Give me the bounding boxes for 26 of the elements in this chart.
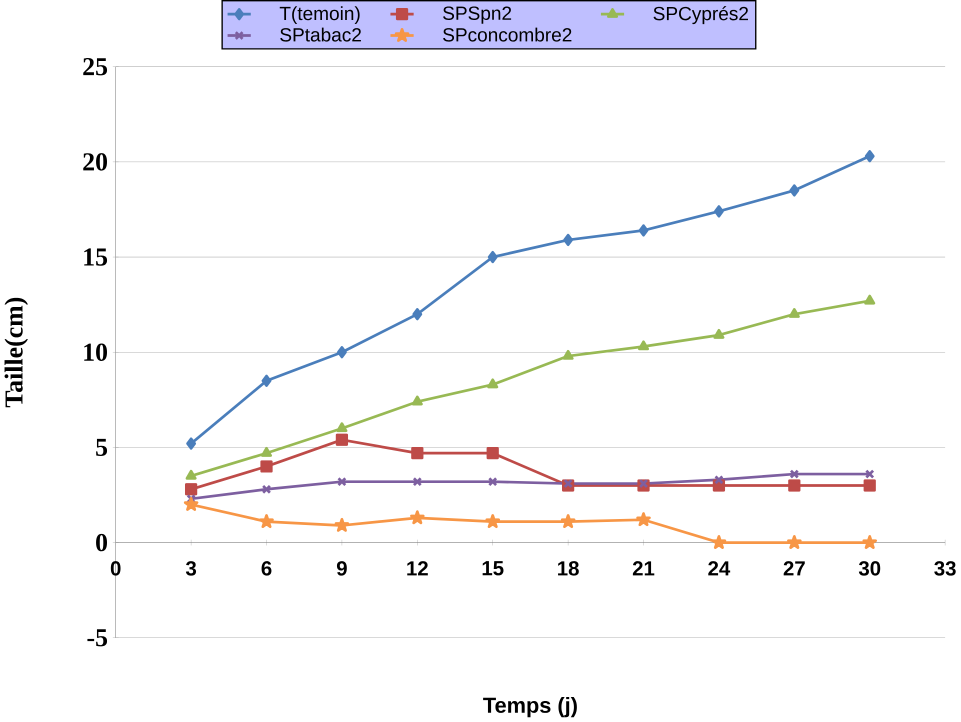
x-tick-label: 33 [934,561,956,576]
x-tick-label: 27 [784,561,805,576]
legend-label: SPCyprés2 [654,6,748,24]
legend-label: SPconcombre2 [443,28,572,42]
x-tick-label: 18 [558,561,579,576]
x-tick-label: 24 [708,561,730,576]
y-tick-label: 20 [83,153,108,171]
x-tick-label: 15 [482,561,504,576]
x-tick-label: 21 [632,561,654,576]
y-tick-label: 25 [83,58,108,76]
x-axis-title: Temps (j) [483,697,577,718]
y-tick-label: 10 [84,344,108,362]
x-tick-label: 9 [336,561,347,576]
x-tick-label: 30 [858,561,880,576]
legend-label: SPtabac2 [280,28,361,42]
y-tick-label: -5 [87,629,108,646]
x-tick-label: 6 [262,561,272,576]
legend-label: T(temoin) [280,6,360,24]
y-tick-label: 0 [96,534,108,552]
y-axis-title: Taille(cm) [4,298,28,408]
x-tick-label: 3 [186,561,196,576]
legend-label: SPSpn2 [443,6,512,24]
y-tick-label: 5 [96,438,108,456]
x-tick-label: 0 [110,561,121,576]
y-tick-label: 15 [84,248,108,266]
x-tick-label: 12 [407,561,428,576]
